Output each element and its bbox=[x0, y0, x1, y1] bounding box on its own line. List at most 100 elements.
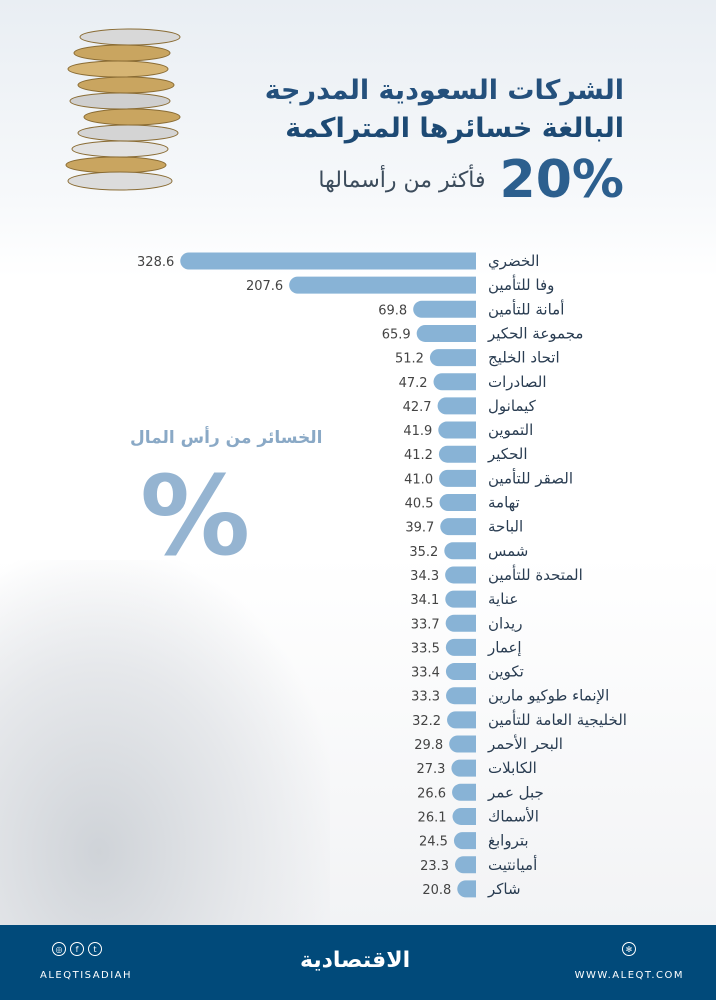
data-label: 32.2 bbox=[412, 714, 441, 729]
category-label: بتروابغ bbox=[488, 832, 529, 850]
data-label: 69.8 bbox=[378, 303, 407, 318]
category-label: عناية bbox=[488, 590, 518, 608]
data-label: 34.3 bbox=[410, 569, 439, 584]
social-handle[interactable]: ALEQTISADIAH bbox=[40, 970, 133, 981]
bar bbox=[437, 397, 476, 415]
bar bbox=[445, 590, 476, 608]
category-label: كيمانول bbox=[488, 397, 537, 415]
bar bbox=[447, 711, 476, 729]
instagram-icon[interactable]: ◎ bbox=[52, 942, 66, 956]
bar bbox=[438, 445, 476, 463]
category-label: اتحاد الخليج bbox=[488, 349, 560, 367]
category-label: تهامة bbox=[488, 494, 520, 512]
data-label: 33.7 bbox=[411, 617, 440, 632]
bar bbox=[180, 252, 476, 270]
category-label: الخليجية العامة للتأمين bbox=[488, 709, 627, 729]
data-label: 26.6 bbox=[417, 786, 446, 801]
title-line-2: البالغة خسائرها المتراكمة bbox=[285, 113, 624, 144]
bar bbox=[440, 518, 476, 536]
bar bbox=[445, 614, 476, 632]
bar bbox=[445, 566, 476, 584]
data-label: 23.3 bbox=[420, 859, 449, 874]
bar bbox=[452, 783, 476, 801]
category-label: أميانتيت bbox=[488, 855, 537, 874]
category-label: الأسماك bbox=[488, 806, 539, 825]
data-label: 34.1 bbox=[410, 593, 439, 608]
bar bbox=[433, 373, 476, 391]
data-label: 33.3 bbox=[411, 690, 440, 705]
bar bbox=[453, 832, 476, 850]
category-label: الإنماء طوكيو مارين bbox=[488, 687, 609, 705]
category-label: البحر الأحمر bbox=[487, 734, 563, 753]
category-label: شمس bbox=[488, 542, 528, 560]
data-label: 41.2 bbox=[404, 448, 433, 463]
bar bbox=[452, 807, 476, 825]
data-label: 41.0 bbox=[404, 472, 433, 487]
data-label: 65.9 bbox=[382, 327, 411, 342]
bar bbox=[429, 349, 476, 367]
twitter-icon[interactable]: t bbox=[88, 942, 102, 956]
data-label: 328.6 bbox=[137, 255, 174, 270]
category-label: الخضري bbox=[488, 252, 539, 271]
category-label: الصقر للتأمين bbox=[488, 467, 573, 487]
category-label: أمانة للتأمين bbox=[488, 298, 564, 318]
facebook-icon[interactable]: f bbox=[70, 942, 84, 956]
bar bbox=[457, 880, 476, 898]
data-label: 29.8 bbox=[414, 738, 443, 753]
bar bbox=[439, 494, 476, 511]
data-label: 39.7 bbox=[405, 521, 434, 536]
globe-icon: ✻ bbox=[622, 942, 636, 956]
data-label: 33.5 bbox=[411, 641, 440, 656]
website-link[interactable]: WWW.ALEQT.COM bbox=[574, 970, 684, 981]
data-label: 47.2 bbox=[399, 376, 428, 391]
bar bbox=[413, 300, 476, 318]
category-label: إعمار bbox=[487, 638, 522, 656]
category-label: الصادرات bbox=[488, 373, 547, 391]
data-label: 24.5 bbox=[419, 835, 448, 850]
data-label: 42.7 bbox=[403, 400, 432, 415]
category-label: جبل عمر bbox=[487, 783, 544, 801]
title-suffix: فأكثر من رأسمالها bbox=[318, 167, 486, 193]
bar bbox=[439, 469, 476, 487]
bar bbox=[451, 759, 476, 777]
threshold-percent: 20% bbox=[499, 150, 624, 210]
bar bbox=[416, 324, 476, 342]
chart-title: الشركات السعودية المدرجة البالغة خسائرها… bbox=[265, 72, 624, 148]
data-label: 33.4 bbox=[411, 666, 440, 681]
data-label: 51.2 bbox=[395, 352, 424, 367]
bar bbox=[445, 663, 476, 681]
bar bbox=[438, 421, 476, 439]
data-label: 35.2 bbox=[409, 545, 438, 560]
bar bbox=[289, 276, 476, 294]
value-legend-label: الخسائر من رأس المال bbox=[130, 428, 323, 448]
data-label: 27.3 bbox=[416, 762, 445, 777]
bar bbox=[455, 856, 476, 874]
category-label: التموين bbox=[488, 421, 533, 439]
category-label: شاكر bbox=[487, 880, 521, 898]
category-label: الكابلات bbox=[488, 759, 537, 777]
bar bbox=[445, 638, 476, 656]
data-label: 41.9 bbox=[403, 424, 432, 439]
coin-stack-image bbox=[65, 28, 181, 191]
category-label: المتحدة للتأمين bbox=[488, 564, 583, 584]
data-label: 26.1 bbox=[418, 810, 447, 825]
bar bbox=[446, 687, 476, 705]
category-label: الباحة bbox=[488, 518, 523, 536]
brand-logo: الاقتصادية bbox=[300, 948, 411, 973]
bar bbox=[444, 542, 476, 560]
footer: ◎ f t ALEQTISADIAH الاقتصادية ✻ WWW.ALEQ… bbox=[0, 925, 716, 1000]
category-label: وفا للتأمين bbox=[488, 274, 554, 294]
category-label: الحكير bbox=[487, 445, 528, 463]
category-label: تكوين bbox=[488, 663, 524, 681]
social-icons: ◎ f t bbox=[52, 942, 102, 956]
category-label: ريدان bbox=[488, 614, 522, 632]
bar-chart: 328.6 الخضري 207.6 وفا للتأمين 69.8 أمانة للت… bbox=[137, 252, 627, 898]
background-city-image bbox=[0, 560, 330, 925]
data-label: 207.6 bbox=[246, 279, 283, 294]
data-label: 20.8 bbox=[422, 883, 451, 898]
percent-symbol: % bbox=[140, 452, 251, 580]
category-label: مجموعة الحكير bbox=[487, 324, 583, 342]
bar bbox=[449, 735, 476, 753]
title-line-1: الشركات السعودية المدرجة bbox=[264, 75, 624, 106]
title-line-3: 20% فأكثر من رأسمالها bbox=[318, 150, 624, 210]
